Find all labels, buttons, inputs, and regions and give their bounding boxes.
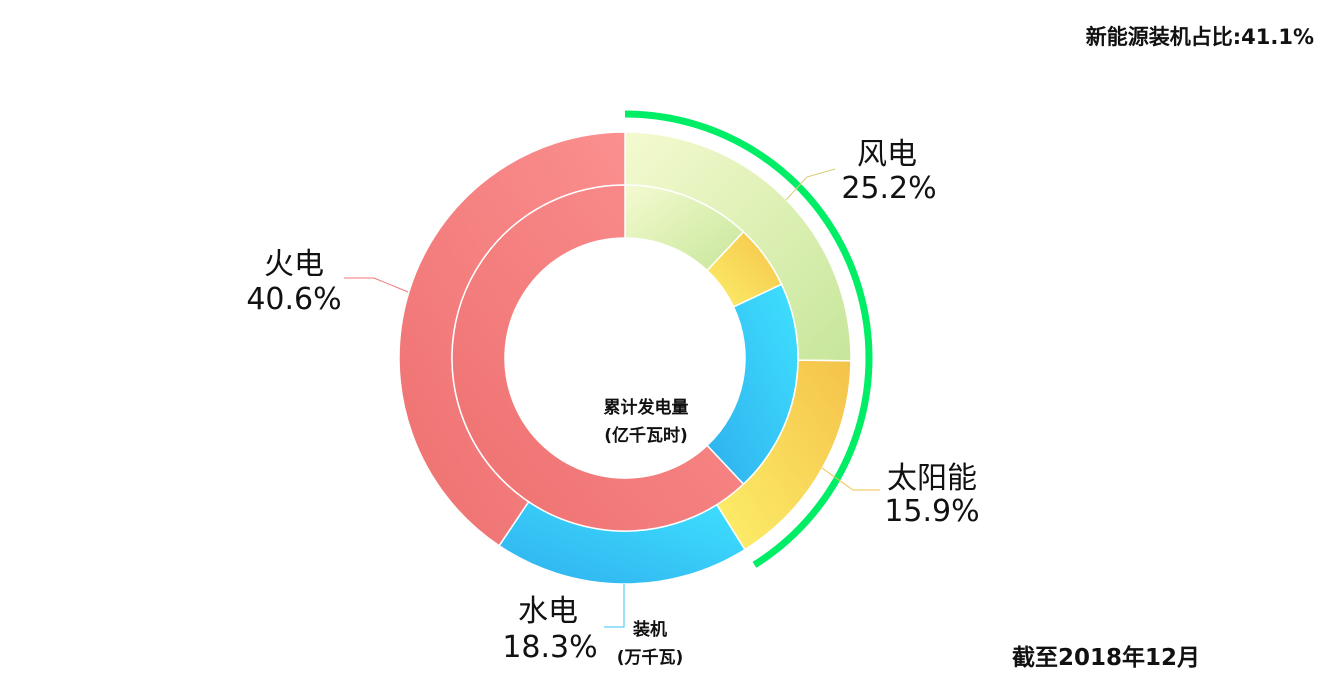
new-energy-arc-layer <box>624 110 873 568</box>
center-label-unit: (亿千瓦时) <box>604 425 688 446</box>
category-label-solar: 太阳能 <box>887 461 977 496</box>
outer-label-title: 装机 <box>632 619 667 640</box>
inner-ring <box>451 184 799 532</box>
value-label-thermal: 40.6% <box>246 282 341 317</box>
leader-line-hydro <box>604 584 625 628</box>
center-label-title: 累计发电量 <box>604 397 689 418</box>
value-label-wind: 25.2% <box>841 171 936 206</box>
outer-label-unit: (万千瓦) <box>617 648 684 668</box>
date-note: 截至2018年12月 <box>1012 644 1200 671</box>
leader-lines <box>344 168 880 628</box>
category-label-wind: 风电 <box>857 137 917 172</box>
new-energy-arc <box>624 110 873 568</box>
category-label-thermal: 火电 <box>264 247 324 282</box>
leader-line-thermal <box>344 277 409 293</box>
leader-line-wind <box>785 168 836 201</box>
category-label-hydro: 水电 <box>518 594 578 629</box>
new-energy-ratio-text: 新能源装机占比:41.1% <box>1086 25 1314 49</box>
inner-slice-thermal <box>451 184 745 532</box>
outer-ring <box>398 131 852 585</box>
value-label-hydro: 18.3% <box>502 630 597 665</box>
leader-line-solar <box>821 467 880 491</box>
value-label-solar: 15.9% <box>884 494 979 529</box>
